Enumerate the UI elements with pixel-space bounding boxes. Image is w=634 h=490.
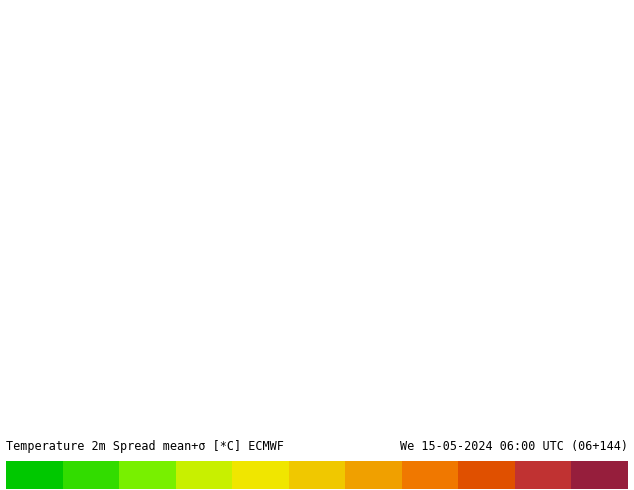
- FancyBboxPatch shape: [458, 461, 515, 489]
- FancyBboxPatch shape: [6, 461, 63, 489]
- FancyBboxPatch shape: [346, 461, 402, 489]
- FancyBboxPatch shape: [288, 461, 346, 489]
- FancyBboxPatch shape: [63, 461, 119, 489]
- FancyBboxPatch shape: [571, 461, 628, 489]
- FancyBboxPatch shape: [232, 461, 288, 489]
- Text: Temperature 2m Spread mean+σ [*C] ECMWF: Temperature 2m Spread mean+σ [*C] ECMWF: [6, 440, 284, 453]
- FancyBboxPatch shape: [515, 461, 571, 489]
- FancyBboxPatch shape: [176, 461, 232, 489]
- FancyBboxPatch shape: [119, 461, 176, 489]
- Text: We 15-05-2024 06:00 UTC (06+144): We 15-05-2024 06:00 UTC (06+144): [399, 440, 628, 453]
- FancyBboxPatch shape: [402, 461, 458, 489]
